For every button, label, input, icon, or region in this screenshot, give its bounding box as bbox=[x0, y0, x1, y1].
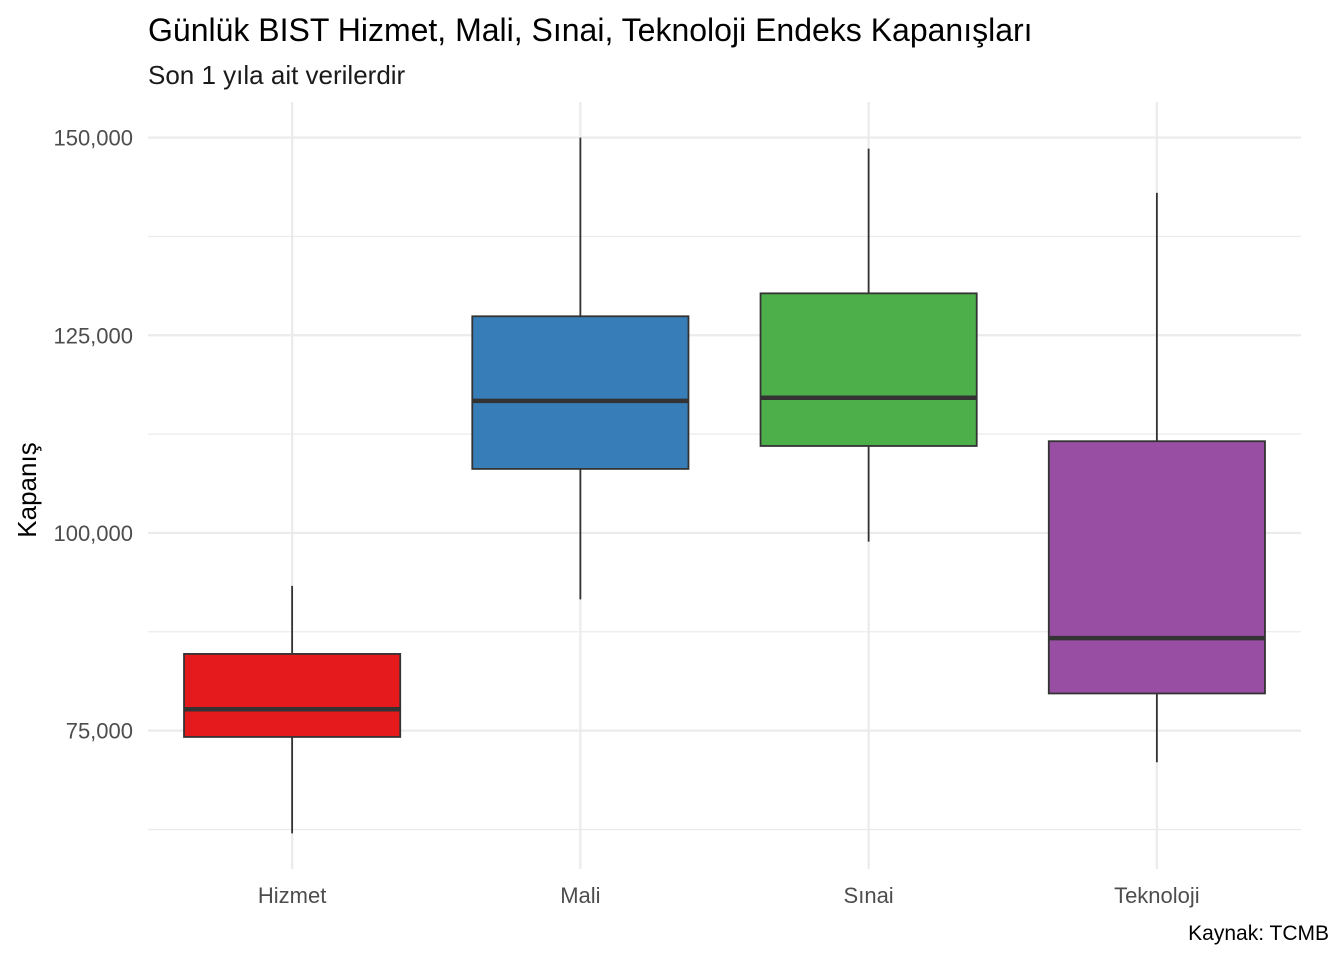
box-body bbox=[759, 292, 978, 447]
chart-subtitle: Son 1 yıla ait verilerdir bbox=[148, 60, 406, 90]
y-tick-label: 75,000 bbox=[66, 719, 133, 744]
box-body bbox=[1047, 440, 1266, 695]
box-body bbox=[183, 653, 402, 738]
box-s-nai bbox=[759, 148, 978, 542]
source-caption: Kaynak: TCMB bbox=[1188, 922, 1329, 945]
y-axis-tick-labels: 75,000 100,000 125,000 150,000 bbox=[53, 126, 133, 744]
x-tick-label: Mali bbox=[560, 883, 600, 908]
y-tick-label: 100,000 bbox=[53, 521, 133, 546]
x-tick-label: Hizmet bbox=[258, 883, 326, 908]
y-tick-label: 125,000 bbox=[53, 323, 133, 348]
box-hizmet bbox=[183, 585, 402, 834]
box-series bbox=[183, 137, 1266, 834]
x-tick-label: Sınai bbox=[844, 883, 894, 908]
box-body bbox=[471, 315, 690, 470]
x-tick-label: Teknoloji bbox=[1114, 883, 1200, 908]
box-mali bbox=[471, 137, 690, 600]
y-axis-title: Kapanış bbox=[12, 442, 42, 537]
x-axis-tick-labels: Hizmet Mali Sınai Teknoloji bbox=[258, 883, 1200, 908]
box-teknoloji bbox=[1047, 192, 1266, 763]
chart-title: Günlük BIST Hizmet, Mali, Sınai, Teknolo… bbox=[148, 12, 1033, 48]
y-tick-label: 150,000 bbox=[53, 126, 133, 151]
